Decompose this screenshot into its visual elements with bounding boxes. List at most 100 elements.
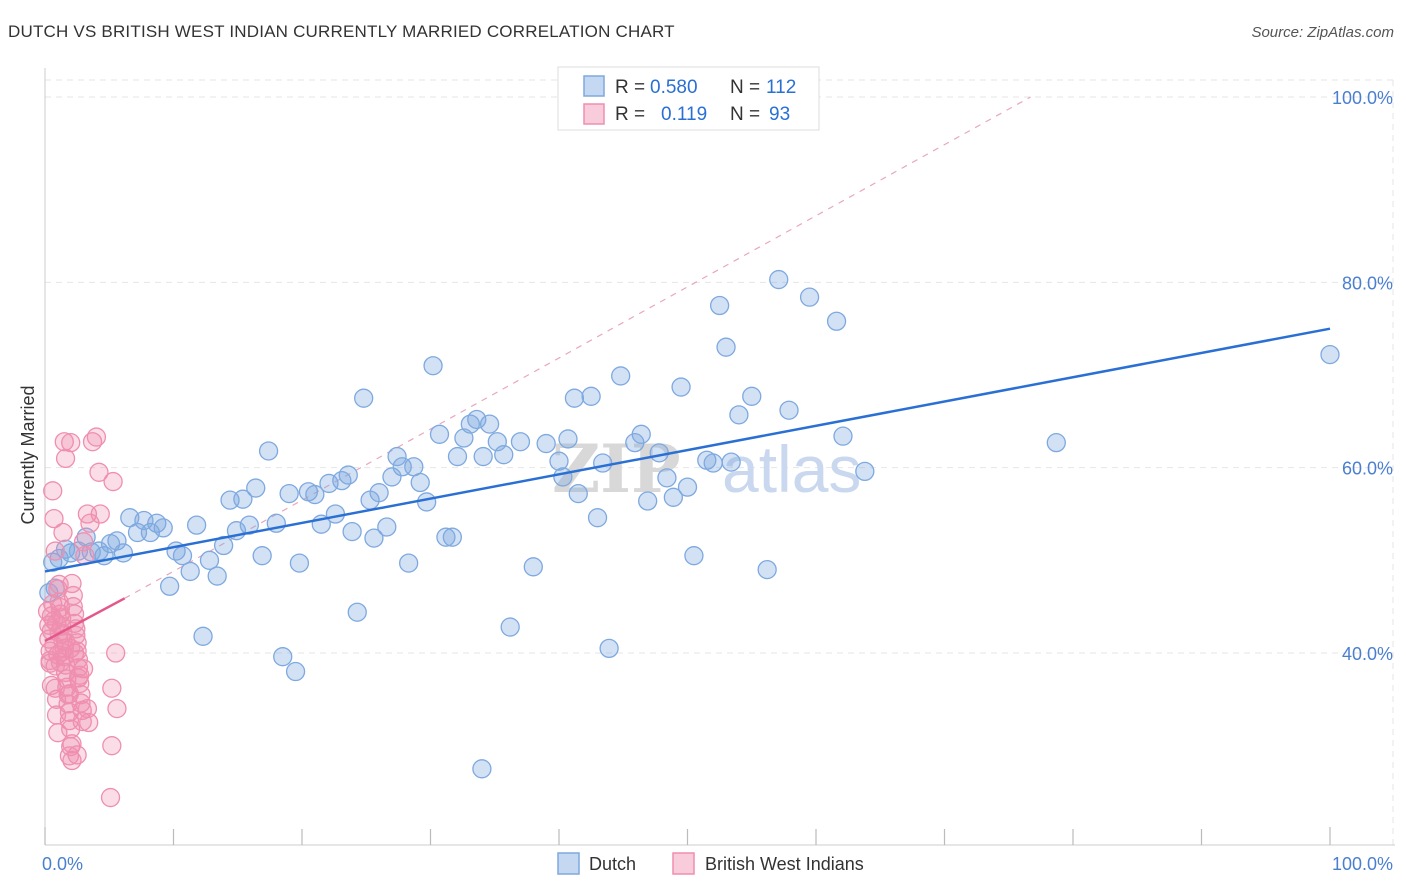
y-tick-label: 100.0% — [1332, 88, 1393, 108]
data-point — [61, 543, 81, 563]
data-point — [43, 481, 63, 501]
data-point — [410, 472, 430, 493]
data-point — [757, 559, 777, 580]
data-point — [716, 337, 736, 357]
x-tick-label-min: 0.0% — [42, 854, 83, 874]
data-point — [106, 643, 126, 663]
data-point — [89, 462, 109, 482]
data-point — [113, 543, 134, 563]
data-point — [107, 698, 127, 719]
data-point — [186, 515, 207, 535]
data-point — [684, 546, 704, 566]
tick-labels: 100.0% 80.0% 60.0% 40.0% 0.0% 100.0% — [42, 88, 1393, 874]
trendlines — [124, 96, 1031, 599]
data-point — [799, 287, 820, 307]
data-point — [377, 517, 397, 537]
data-point — [416, 492, 437, 512]
data-point — [429, 424, 450, 444]
legend-r-label-dutch: R = — [615, 77, 645, 98]
data-point — [423, 356, 443, 376]
legend-n-value-bwi: 93 — [769, 104, 790, 125]
legend-r-value-bwi: 0.119 — [661, 104, 707, 125]
data-point — [285, 661, 306, 682]
legend-bottom-swatch-bwi — [672, 852, 695, 875]
legend-bottom-label-dutch: Dutch — [589, 854, 636, 874]
data-point — [564, 388, 585, 408]
data-point — [289, 553, 310, 573]
data-point — [41, 675, 62, 696]
data-point — [721, 452, 741, 472]
data-point — [79, 712, 99, 733]
data-point — [677, 477, 698, 497]
series-dutch — [39, 269, 1340, 779]
data-point — [347, 602, 367, 622]
data-point — [631, 424, 651, 444]
data-point — [54, 432, 74, 452]
data-point — [61, 432, 81, 453]
data-point — [100, 787, 121, 808]
data-point — [833, 426, 853, 446]
legend-r-label-bwi: R = — [615, 104, 645, 125]
data-point — [246, 478, 266, 498]
y-tick-label: 80.0% — [1342, 273, 1393, 293]
data-point — [510, 432, 531, 452]
legend-n-label-dutch: N = — [730, 77, 760, 98]
trend-line-british-west-indians — [44, 597, 126, 643]
legend-bottom-label-bwi: British West Indians — [705, 854, 864, 874]
data-point — [671, 377, 691, 397]
data-point — [663, 487, 684, 507]
data-point — [494, 445, 514, 465]
data-point — [107, 531, 127, 551]
data-point — [703, 453, 723, 473]
data-point — [273, 647, 293, 667]
data-point — [500, 617, 520, 637]
data-point — [325, 504, 346, 524]
y-axis-title: Currently Married — [18, 385, 38, 524]
data-point — [102, 678, 122, 698]
data-point — [581, 386, 601, 406]
correlation-legend: R = 0.580 N = 112 R = 0.119 N = 93 — [557, 66, 820, 131]
data-point — [73, 659, 94, 679]
data-point — [103, 471, 123, 492]
data-point — [252, 546, 272, 566]
data-point — [709, 295, 730, 316]
legend-n-value-dutch: 112 — [766, 77, 796, 98]
data-point — [742, 386, 762, 406]
data-point — [90, 504, 110, 524]
data-point — [387, 446, 407, 467]
data-point — [611, 366, 631, 386]
legend-r-value-dutch: 0.580 — [650, 77, 698, 98]
source-label: Source: ZipAtlas.com — [1251, 24, 1394, 41]
data-point — [62, 734, 82, 754]
data-point — [568, 483, 588, 504]
data-point — [442, 527, 462, 547]
data-point — [199, 550, 220, 570]
data-point — [553, 467, 573, 487]
data-point — [153, 518, 173, 538]
data-point — [68, 668, 89, 688]
data-point — [649, 443, 669, 463]
data-point — [258, 441, 279, 461]
data-point — [120, 508, 140, 528]
data-point — [180, 561, 200, 582]
data-point — [77, 698, 98, 719]
data-point — [593, 453, 613, 473]
data-point — [436, 527, 456, 547]
data-point — [558, 429, 578, 449]
legend-n-label-bwi: N = — [730, 104, 760, 125]
data-point — [63, 597, 83, 617]
data-point — [399, 553, 419, 573]
data-point — [549, 451, 569, 471]
x-tick-label-max: 100.0% — [1332, 854, 1393, 874]
legend-bottom-swatch-dutch — [557, 852, 580, 875]
y-tick-label: 40.0% — [1342, 644, 1393, 664]
trend-extension-1 — [124, 96, 1031, 599]
data-point — [473, 446, 493, 467]
data-point — [159, 576, 180, 596]
data-point — [50, 652, 71, 672]
series-british-west-indians — [37, 427, 127, 808]
data-point — [59, 746, 80, 766]
data-point — [354, 388, 374, 408]
data-point — [523, 557, 543, 577]
data-point — [729, 405, 749, 425]
